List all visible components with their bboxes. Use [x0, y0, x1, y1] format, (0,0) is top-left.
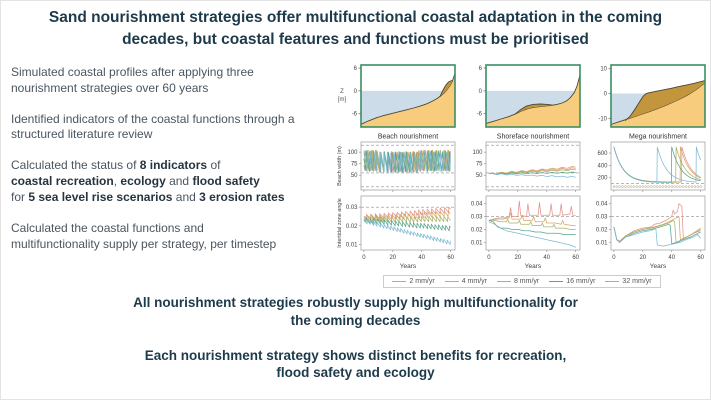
- svg-text:Shoreface nourishment: Shoreface nourishment: [497, 134, 569, 141]
- svg-text:20: 20: [514, 255, 521, 261]
- svg-text:0.04: 0.04: [596, 202, 608, 208]
- chart-intertidal-angle-mega: 0.01 0.02 0.03 0.04 0 20 40 60 Years: [596, 195, 706, 270]
- intertidal-row: 0.01 0.02 0.03 0 20 40 60 Years Intertidal zone …: [334, 193, 710, 273]
- mega-nourishment-profile: 10 0 -10: [598, 64, 706, 128]
- svg-text:Intertidal zone angle: Intertidal zone angle: [337, 198, 343, 248]
- svg-text:0.03: 0.03: [596, 215, 608, 221]
- svg-text:60: 60: [447, 255, 454, 261]
- svg-text:0: 0: [479, 89, 483, 95]
- legend-line-swatch: [605, 281, 620, 282]
- svg-text:0.02: 0.02: [346, 224, 358, 230]
- svg-text:0: 0: [612, 255, 616, 261]
- svg-text:0.03: 0.03: [346, 205, 358, 211]
- beach-width-row: Beach nourishment 50 75 100 Beach width (m) S…: [334, 131, 710, 193]
- svg-text:-10: -10: [598, 116, 607, 122]
- takeaway-1: All nourishment strategies robustly supp…: [133, 295, 578, 328]
- svg-text:600: 600: [597, 151, 608, 157]
- left-text-panel: Simulated coastal profiles after applyin…: [11, 65, 351, 267]
- svg-text:[m]: [m]: [338, 97, 347, 103]
- svg-text:Z: Z: [340, 89, 344, 95]
- text-block-2: Identified indicators of the coastal fun…: [11, 111, 295, 142]
- svg-text:50: 50: [476, 173, 483, 179]
- takeaway-2: Each nourishment strategy shows distinct…: [144, 347, 567, 381]
- svg-text:60: 60: [697, 255, 704, 261]
- text-block-4: Calculated the coastal functions and mult…: [11, 220, 277, 251]
- svg-text:100: 100: [347, 150, 358, 156]
- svg-text:100: 100: [472, 150, 483, 156]
- legend-item-16-mm-yr: 16 mm/yr: [549, 278, 595, 285]
- legend-item-32-mm-yr: 32 mm/yr: [605, 278, 652, 285]
- svg-text:Beach nourishment: Beach nourishment: [378, 134, 438, 141]
- results-figure: 6 0 -6 Z [m] 6 0 -6 10 0 -10 Beach nourishment 50 75…: [334, 57, 710, 288]
- legend-line-swatch: [496, 281, 511, 282]
- svg-text:0.04: 0.04: [471, 202, 483, 208]
- svg-text:Years: Years: [525, 263, 542, 270]
- text-block-3: Calculated the status of 8 indicators of…: [11, 158, 285, 204]
- svg-text:20: 20: [639, 255, 646, 261]
- chart-beach-width-shoreface: Shoreface nourishment 50 75 100: [472, 134, 581, 192]
- svg-text:400: 400: [597, 163, 608, 169]
- beach-nourishment-profile: 6 0 -6 Z [m]: [338, 64, 456, 128]
- legend-label: 16 mm/yr: [566, 278, 596, 285]
- svg-text:0: 0: [354, 89, 358, 95]
- svg-text:10: 10: [600, 67, 607, 73]
- svg-text:75: 75: [476, 162, 483, 168]
- svg-text:6: 6: [479, 66, 483, 72]
- svg-text:20: 20: [389, 255, 396, 261]
- svg-text:0: 0: [487, 255, 491, 261]
- page-title: Sand nourishment strategies offer multif…: [48, 9, 663, 48]
- legend-item-2-mm-yr: 2 mm/yr: [392, 278, 435, 285]
- svg-text:50: 50: [351, 173, 358, 179]
- svg-text:Beach width (m): Beach width (m): [337, 146, 343, 186]
- svg-text:75: 75: [351, 162, 358, 168]
- legend-line-swatch: [444, 281, 459, 282]
- chart-intertidal-angle-shoreface: 0.01 0.02 0.03 0.04 0 20 40 60 Years: [471, 195, 581, 270]
- legend-item-8-mm-yr: 8 mm/yr: [496, 278, 540, 285]
- svg-text:6: 6: [354, 66, 358, 72]
- legend-item-4-mm-yr: 4 mm/yr: [444, 278, 487, 285]
- svg-text:0.01: 0.01: [596, 240, 608, 246]
- chart-intertidal-angle-beach: 0.01 0.02 0.03 0 20 40 60 Years Intertidal zone …: [337, 195, 456, 270]
- svg-text:40: 40: [543, 255, 550, 261]
- svg-text:Years: Years: [400, 263, 417, 270]
- slr-legend: 2 mm/yr 4 mm/yr 8 mm/yr 16 mm/yr 32 mm/yr: [334, 275, 710, 288]
- svg-text:0.02: 0.02: [596, 227, 608, 233]
- shoreface-nourishment-profile: 6 0 -6: [477, 64, 581, 128]
- svg-text:40: 40: [418, 255, 425, 261]
- slr-legend-box: 2 mm/yr 4 mm/yr 8 mm/yr 16 mm/yr 32 mm/yr: [383, 275, 661, 288]
- svg-text:200: 200: [597, 176, 608, 182]
- legend-label: 2 mm/yr: [409, 278, 435, 285]
- legend-label: 32 mm/yr: [622, 278, 652, 285]
- svg-text:-6: -6: [477, 112, 483, 118]
- svg-text:0.02: 0.02: [471, 227, 483, 233]
- chart-beach-width-beach: Beach nourishment 50 75 100 Beach width (m): [337, 134, 456, 192]
- svg-text:60: 60: [572, 255, 579, 261]
- svg-text:Years: Years: [650, 263, 667, 270]
- svg-text:40: 40: [668, 255, 675, 261]
- legend-line-swatch: [392, 281, 407, 282]
- chart-beach-width-mega: Mega nourishment 200 400 600: [597, 134, 706, 192]
- legend-label: 4 mm/yr: [461, 278, 487, 285]
- svg-text:0: 0: [604, 92, 608, 98]
- svg-text:0.01: 0.01: [346, 242, 358, 248]
- svg-text:-6: -6: [352, 112, 358, 118]
- takeaways: All nourishment strategies robustly supp…: [1, 294, 710, 399]
- legend-line-swatch: [549, 281, 564, 282]
- svg-text:Mega nourishment: Mega nourishment: [629, 134, 687, 141]
- svg-text:0: 0: [362, 255, 366, 261]
- legend-label: 8 mm/yr: [513, 278, 540, 285]
- svg-text:0.03: 0.03: [471, 215, 483, 221]
- svg-text:0.01: 0.01: [471, 240, 483, 246]
- text-block-1: Simulated coastal profiles after applyin…: [11, 65, 254, 95]
- profile-row: 6 0 -6 Z [m] 6 0 -6 10 0 -10: [334, 57, 710, 131]
